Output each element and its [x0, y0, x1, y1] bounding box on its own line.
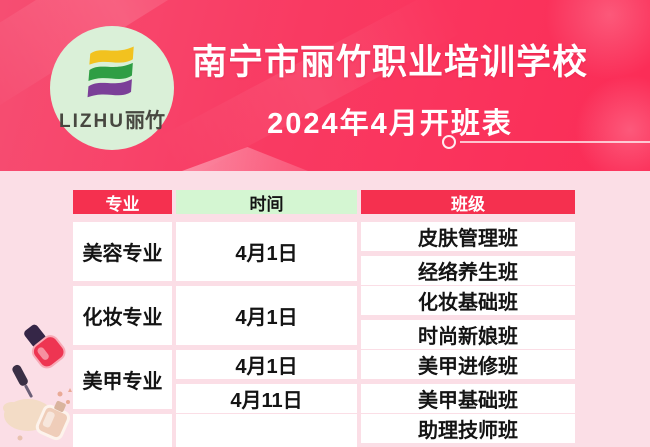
time-cell: 4月1日: [176, 350, 357, 379]
class-column: 美甲进修班 美甲基础班: [361, 350, 575, 413]
lizhu-wave-icon: [87, 46, 134, 97]
school-logo: LIZHU丽竹: [50, 26, 174, 150]
time-cell: 4月1日: [176, 286, 357, 345]
logo-text: LIZHU丽竹: [59, 104, 165, 133]
time-cell: 4月1日: [176, 222, 357, 281]
major-cell: [73, 414, 172, 447]
class-cell: 美甲基础班: [361, 384, 575, 413]
class-cell: 助理技师班: [361, 414, 575, 443]
class-cell: 化妆基础班: [361, 286, 575, 315]
table-header-row: 专业 时间 班级: [73, 190, 575, 214]
banner-titles: 南宁市丽竹职业培训学校 2024年4月开班表: [165, 34, 615, 142]
table-group-nail: 美甲专业 4月1日 4月11日 美甲进修班 美甲基础班: [73, 350, 575, 413]
poster-title: 南宁市丽竹职业培训学校: [191, 43, 588, 82]
header-major: 专业: [73, 190, 172, 214]
class-cell: 经络养生班: [361, 256, 575, 285]
logo-cjk: 丽竹: [124, 109, 165, 132]
class-column: 皮肤管理班 经络养生班: [361, 222, 575, 285]
logo-latin: LIZHU: [59, 110, 125, 132]
class-cell: 美甲进修班: [361, 350, 575, 379]
ring-decoration: [442, 135, 456, 149]
class-cell: 皮肤管理班: [361, 222, 575, 251]
schedule-table: 专业 时间 班级 美容专业 4月1日 皮肤管理班 经络养生班 化妆专业 4月1日…: [73, 190, 575, 447]
poster-subtitle: 2024年4月开班表: [267, 108, 513, 140]
major-cell: 美容专业: [73, 222, 172, 281]
class-column: 助理技师班: [361, 414, 575, 447]
table-group-beauty: 美容专业 4月1日 皮肤管理班 经络养生班: [73, 222, 575, 285]
header-class: 班级: [361, 190, 575, 214]
time-cell: [176, 414, 357, 447]
class-column: 化妆基础班 时尚新娘班: [361, 286, 575, 349]
banner: LIZHU丽竹 南宁市丽竹职业培训学校 2024年4月开班表: [0, 0, 650, 171]
time-column: 4月1日 4月11日: [176, 350, 357, 413]
class-cell: 时尚新娘班: [361, 320, 575, 349]
table-group-assistant: 助理技师班: [73, 414, 575, 447]
major-cell: 化妆专业: [73, 286, 172, 345]
line-decoration: [460, 141, 650, 143]
time-cell: 4月11日: [176, 384, 357, 413]
header-time: 时间: [176, 190, 357, 214]
nail-polish-illustration: [3, 324, 72, 441]
major-cell: 美甲专业: [73, 350, 172, 409]
table-group-makeup: 化妆专业 4月1日 化妆基础班 时尚新娘班: [73, 286, 575, 349]
